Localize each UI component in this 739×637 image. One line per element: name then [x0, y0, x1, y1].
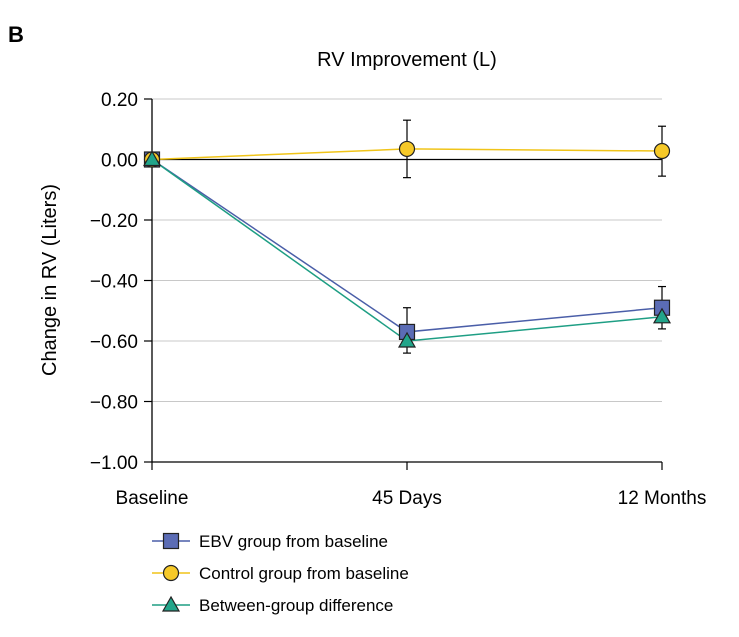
y-tick-label: −0.60: [90, 332, 138, 353]
legend-marker-square: [162, 532, 180, 550]
legend-label: Control group from baseline: [199, 564, 409, 583]
legend-label: EBV group from baseline: [199, 532, 388, 551]
data-point-triangle: [397, 331, 417, 348]
y-tick-label: 0.00: [101, 151, 138, 172]
series-line: [151, 158, 663, 333]
legend-label: Between-group difference: [199, 596, 393, 615]
panel-label: B: [8, 22, 24, 47]
y-tick-label: −1.00: [90, 453, 138, 474]
y-tick-label: −0.20: [90, 211, 138, 232]
y-tick-label: −0.40: [90, 272, 138, 293]
y-axis-label: Change in RV (Liters): [39, 184, 61, 376]
y-tick-label: −0.80: [90, 393, 138, 414]
legend-item: EBV group from baseline: [152, 532, 388, 551]
legend-item: Between-group difference: [152, 595, 393, 615]
x-tick-label: Baseline: [116, 488, 189, 509]
x-tick-label: 12 Months: [618, 488, 707, 509]
legend-marker-circle: [162, 564, 180, 582]
chart-title: RV Improvement (L): [317, 49, 497, 71]
data-point-circle: [398, 140, 416, 158]
data-point-triangle: [142, 150, 162, 167]
data-point-triangle: [652, 307, 672, 324]
x-tick-label: 45 Days: [372, 488, 442, 509]
series-markers-circle: [143, 140, 671, 168]
data-point-circle: [653, 142, 671, 160]
y-tick-label: 0.20: [101, 90, 138, 111]
legend: EBV group from baseline Control group fro…: [152, 532, 409, 615]
legend-marker-triangle: [161, 595, 181, 612]
series-markers-triangle: [142, 150, 672, 348]
legend-item: Control group from baseline: [152, 564, 409, 583]
